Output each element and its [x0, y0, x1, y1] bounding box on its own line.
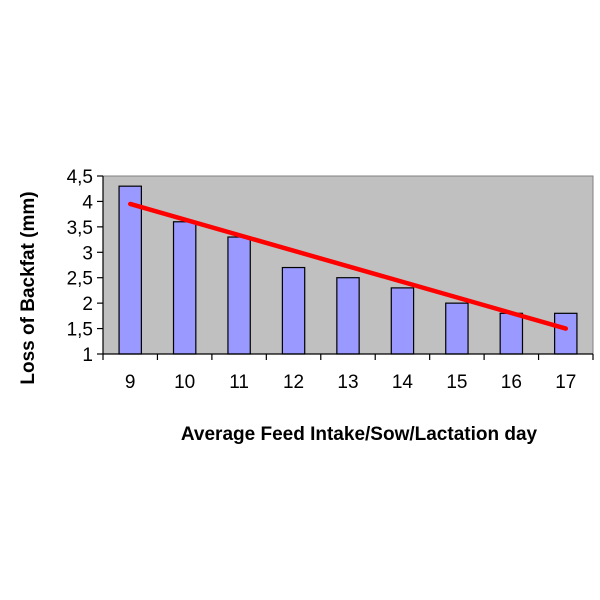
x-tick-label: 10	[174, 372, 195, 393]
x-ticks: 9 10 11 12 13 14 15 16 17	[102, 354, 594, 393]
x-tick-label: 11	[229, 372, 249, 393]
y-tick-label: 3,5	[67, 218, 93, 239]
bar-11	[227, 236, 251, 355]
bar-10	[172, 221, 197, 355]
bar-15	[445, 302, 469, 355]
x-tick-label: 17	[555, 372, 576, 393]
x-tick-label: 9	[125, 372, 136, 393]
x-axis-label: Average Feed Intake/Sow/Lactation day	[181, 424, 538, 445]
x-tick-label: 16	[501, 372, 522, 393]
trend-line	[127, 201, 569, 331]
y-tick-label: 2	[82, 294, 93, 315]
x-tick-label: 14	[392, 372, 414, 393]
bar-14	[390, 287, 415, 355]
x-tick-label: 13	[337, 372, 358, 393]
y-tick-label: 4	[82, 192, 93, 213]
y-tick-label: 3	[82, 243, 93, 264]
bars	[118, 185, 578, 355]
y-tick-label: 1	[82, 345, 93, 366]
x-tick-label: 15	[446, 372, 467, 393]
y-tick-label: 2,5	[67, 269, 93, 290]
trend-layer	[127, 201, 569, 331]
bar-9	[118, 185, 142, 355]
y-ticks: 1 1,5 2 2,5 3 3,5 4 4,5	[67, 167, 103, 366]
y-axis-label: Loss of Backfat (mm)	[18, 191, 39, 384]
bar-16	[499, 312, 524, 355]
y-tick-label: 1,5	[67, 320, 93, 341]
bar-13	[336, 277, 360, 355]
x-tick-label: 12	[283, 372, 304, 393]
bar-17	[554, 312, 578, 355]
bar-12	[281, 266, 306, 355]
y-tick-label: 4,5	[67, 167, 93, 188]
